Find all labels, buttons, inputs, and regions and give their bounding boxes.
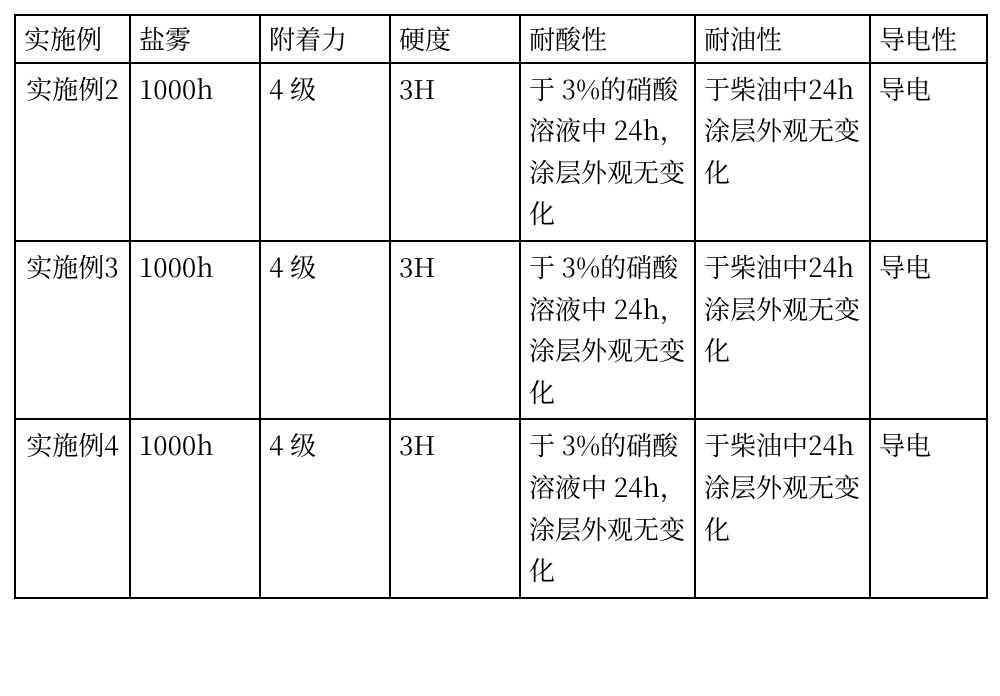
cell-example: 实施例2 bbox=[15, 63, 130, 241]
cell-conduct: 导电 bbox=[870, 63, 987, 241]
table-header-row: 实施例 盐雾 附着力 硬度 耐酸性 耐油性 导电性 bbox=[15, 15, 987, 63]
cell-hardness: 3H bbox=[390, 419, 520, 597]
col-header-adhesion: 附着力 bbox=[260, 15, 390, 63]
table-row: 实施例3 1000h 4 级 3H 于 3%的硝酸溶液中 24h，涂层外观无变化… bbox=[15, 241, 987, 419]
table-row: 实施例2 1000h 4 级 3H 于 3%的硝酸溶液中 24h，涂层外观无变化… bbox=[15, 63, 987, 241]
cell-saltspray: 1000h bbox=[130, 419, 260, 597]
col-header-conduct: 导电性 bbox=[870, 15, 987, 63]
col-header-saltspray: 盐雾 bbox=[130, 15, 260, 63]
cell-saltspray: 1000h bbox=[130, 63, 260, 241]
cell-hardness: 3H bbox=[390, 63, 520, 241]
cell-acid: 于 3%的硝酸溶液中 24h，涂层外观无变化 bbox=[520, 63, 695, 241]
col-header-hardness: 硬度 bbox=[390, 15, 520, 63]
cell-acid: 于 3%的硝酸溶液中 24h，涂层外观无变化 bbox=[520, 419, 695, 597]
results-table: 实施例 盐雾 附着力 硬度 耐酸性 耐油性 导电性 实施例2 1000h 4 级… bbox=[14, 14, 988, 599]
cell-example: 实施例4 bbox=[15, 419, 130, 597]
cell-saltspray: 1000h bbox=[130, 241, 260, 419]
cell-adhesion: 4 级 bbox=[260, 419, 390, 597]
cell-oil: 于柴油中24h 涂层外观无变化 bbox=[695, 241, 870, 419]
cell-conduct: 导电 bbox=[870, 241, 987, 419]
cell-acid: 于 3%的硝酸溶液中 24h，涂层外观无变化 bbox=[520, 241, 695, 419]
cell-oil: 于柴油中24h 涂层外观无变化 bbox=[695, 63, 870, 241]
cell-adhesion: 4 级 bbox=[260, 63, 390, 241]
cell-conduct: 导电 bbox=[870, 419, 987, 597]
cell-hardness: 3H bbox=[390, 241, 520, 419]
cell-adhesion: 4 级 bbox=[260, 241, 390, 419]
col-header-acid: 耐酸性 bbox=[520, 15, 695, 63]
col-header-oil: 耐油性 bbox=[695, 15, 870, 63]
cell-example: 实施例3 bbox=[15, 241, 130, 419]
table-row: 实施例4 1000h 4 级 3H 于 3%的硝酸溶液中 24h，涂层外观无变化… bbox=[15, 419, 987, 597]
col-header-example: 实施例 bbox=[15, 15, 130, 63]
cell-oil: 于柴油中24h 涂层外观无变化 bbox=[695, 419, 870, 597]
